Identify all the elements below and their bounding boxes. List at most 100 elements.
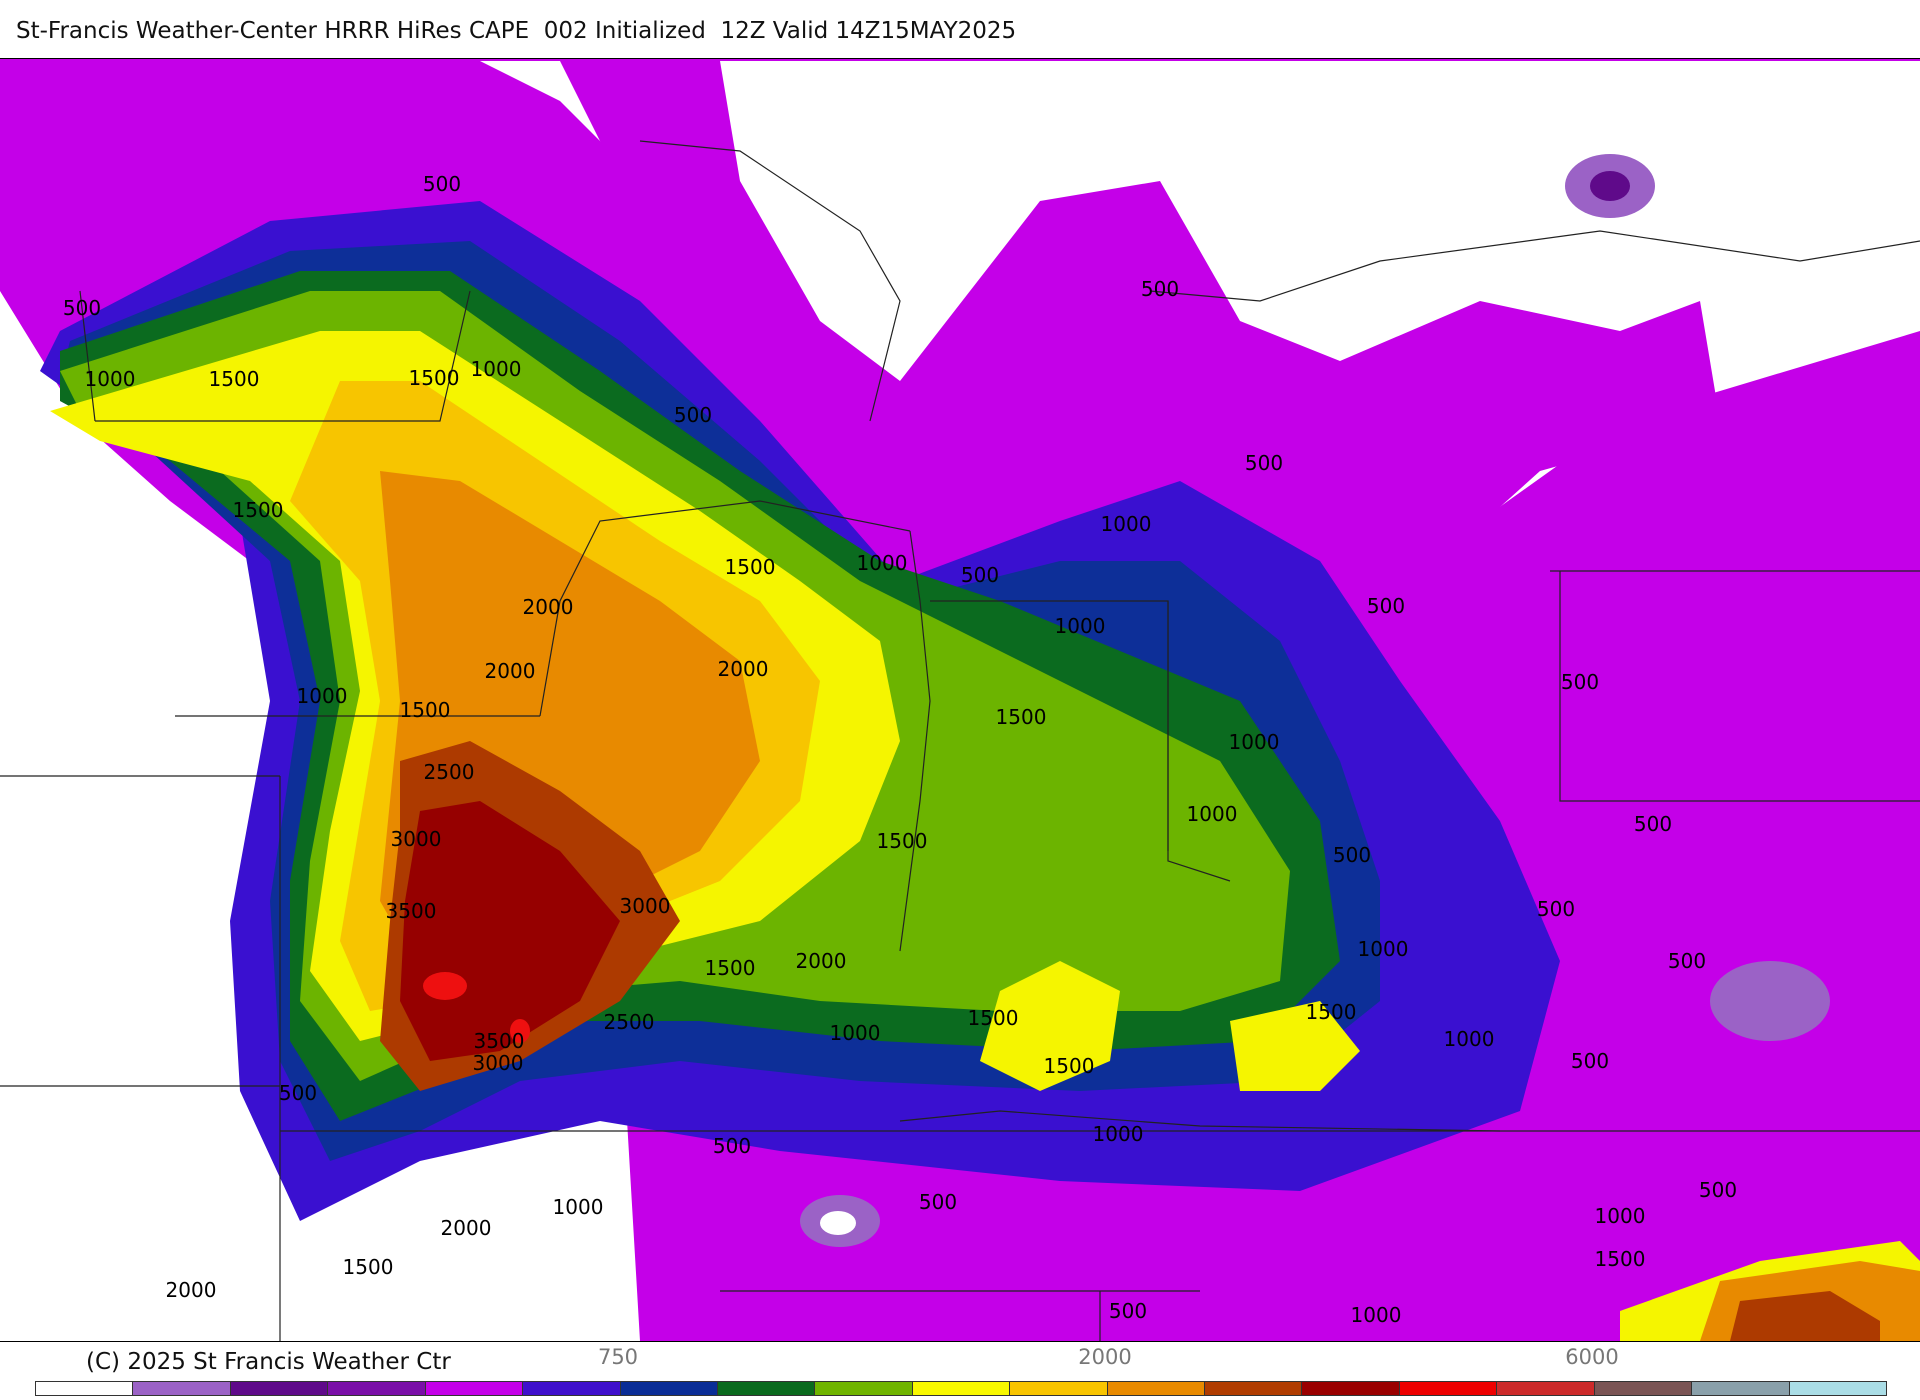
lakes-magenta-band	[560, 61, 1720, 621]
contour-label: 2000	[522, 595, 574, 619]
colorbar-swatch	[1205, 1382, 1303, 1395]
contour-label: 500	[1332, 843, 1372, 867]
colorbar-swatch	[523, 1382, 621, 1395]
colorbar-swatch	[133, 1382, 231, 1395]
colorbar-swatch	[1107, 1382, 1206, 1395]
contour-label: 1500	[399, 698, 451, 722]
map-title: St-Francis Weather-Center HRRR HiRes CAP…	[16, 18, 1017, 44]
contour-label: 1000	[296, 684, 348, 708]
contour-label: 500	[712, 1134, 752, 1158]
cape-field	[0, 59, 1920, 1341]
cape-red-max	[423, 972, 467, 1000]
colorbar-swatch	[912, 1382, 1011, 1395]
copyright-text: (C) 2025 St Francis Weather Ctr	[86, 1349, 451, 1375]
contour-label: 500	[1140, 277, 1180, 301]
contour-label: 1000	[1357, 937, 1409, 961]
cape-yellow-kentucky	[1230, 1001, 1360, 1091]
contour-label: 1500	[1305, 1000, 1357, 1024]
contour-label: 1500	[208, 367, 260, 391]
contour-label: 1500	[342, 1255, 394, 1279]
contour-label: 500	[960, 563, 1000, 587]
contour-label: 3500	[385, 899, 437, 923]
contour-label: 1500	[967, 1006, 1019, 1030]
cape-purple-ontario	[1590, 171, 1630, 201]
colorbar-swatch	[1010, 1382, 1108, 1395]
contour-label: 1000	[856, 551, 908, 575]
contour-label: 1500	[232, 498, 284, 522]
colorbar-swatch	[1497, 1382, 1595, 1395]
contour-label: 1000	[1594, 1204, 1646, 1228]
state-boundary	[79, 290, 96, 422]
contour-label: 1000	[1054, 614, 1106, 638]
contour-label: 2500	[603, 1010, 655, 1034]
contour-label: 3000	[390, 827, 442, 851]
contour-label: 1000	[1228, 730, 1280, 754]
state-boundary	[1559, 571, 1920, 802]
contour-label: 1000	[1443, 1027, 1495, 1051]
contour-label: 2000	[717, 657, 769, 681]
state-boundary	[1167, 601, 1231, 882]
cape-white-south	[820, 1211, 856, 1235]
colorbar-swatch	[425, 1382, 524, 1395]
contour-label: 500	[422, 172, 462, 196]
colorbar-swatch	[1302, 1382, 1400, 1395]
contour-label: 500	[278, 1081, 318, 1105]
colorbar-swatch	[230, 1382, 329, 1395]
contour-label: 500	[918, 1190, 958, 1214]
contour-label: 500	[1667, 949, 1707, 973]
colorbar-swatch	[1692, 1382, 1790, 1395]
colorbar	[35, 1381, 1887, 1396]
contour-label: 2500	[423, 760, 475, 784]
colorbar-swatch	[1399, 1382, 1498, 1395]
contour-label: 1000	[829, 1021, 881, 1045]
colorbar-swatch	[1594, 1382, 1693, 1395]
contour-label: 500	[673, 403, 713, 427]
colorbar-swatch	[1789, 1382, 1887, 1395]
colorbar-swatch	[620, 1382, 718, 1395]
contour-label: 3500	[473, 1029, 525, 1053]
contour-label: 2000	[484, 659, 536, 683]
colorbar-swatch	[815, 1382, 913, 1395]
state-boundary	[899, 530, 931, 952]
state-boundary	[1149, 230, 1920, 302]
state-boundary	[539, 500, 911, 717]
contour-label: 1500	[995, 705, 1047, 729]
contour-label: 2000	[795, 949, 847, 973]
contour-label: 1500	[1043, 1054, 1095, 1078]
contour-label: 1500	[408, 366, 460, 390]
contour-label: 1000	[84, 367, 136, 391]
contour-label: 1500	[876, 829, 928, 853]
contour-label: 2000	[165, 1278, 217, 1302]
contour-label: 1500	[724, 555, 776, 579]
contour-label: 500	[1244, 451, 1284, 475]
colorbar-tick-2000: 2000	[1078, 1345, 1132, 1369]
cape-map: 500 500 500 500 500 500 500 500 500 500 500 500 500 5…	[0, 58, 1920, 1342]
state-boundary	[95, 290, 471, 422]
state-boundary	[899, 1110, 1501, 1132]
colorbar-swatch	[717, 1382, 816, 1395]
contour-label: 1500	[704, 956, 756, 980]
contour-label: 1000	[1186, 802, 1238, 826]
contour-label: 500	[1366, 594, 1406, 618]
colorbar-tick-6000: 6000	[1565, 1345, 1619, 1369]
contour-label: 1000	[1100, 512, 1152, 536]
cape-yellow-ohio-valley	[980, 961, 1120, 1091]
cape-red-max-2	[510, 1019, 530, 1043]
contour-label: 500	[1108, 1299, 1148, 1323]
colorbar-tick-750: 750	[597, 1345, 639, 1369]
contour-label: 2000	[440, 1216, 492, 1240]
contour-label: 500	[62, 296, 102, 320]
colorbar-swatch	[328, 1382, 426, 1395]
contour-label: 500	[1536, 897, 1576, 921]
contour-label: 1000	[470, 357, 522, 381]
contour-label: 1000	[1092, 1122, 1144, 1146]
colorbar-swatch	[36, 1382, 134, 1395]
cape-brown-southeast	[1730, 1291, 1880, 1341]
contour-label: 1000	[1350, 1303, 1402, 1327]
cape-lavender-east	[1710, 961, 1830, 1041]
contour-label: 1000	[552, 1195, 604, 1219]
contour-label: 1500	[1594, 1247, 1646, 1271]
contour-label: 500	[1560, 670, 1600, 694]
contour-label: 500	[1570, 1049, 1610, 1073]
state-boundary	[639, 140, 901, 422]
